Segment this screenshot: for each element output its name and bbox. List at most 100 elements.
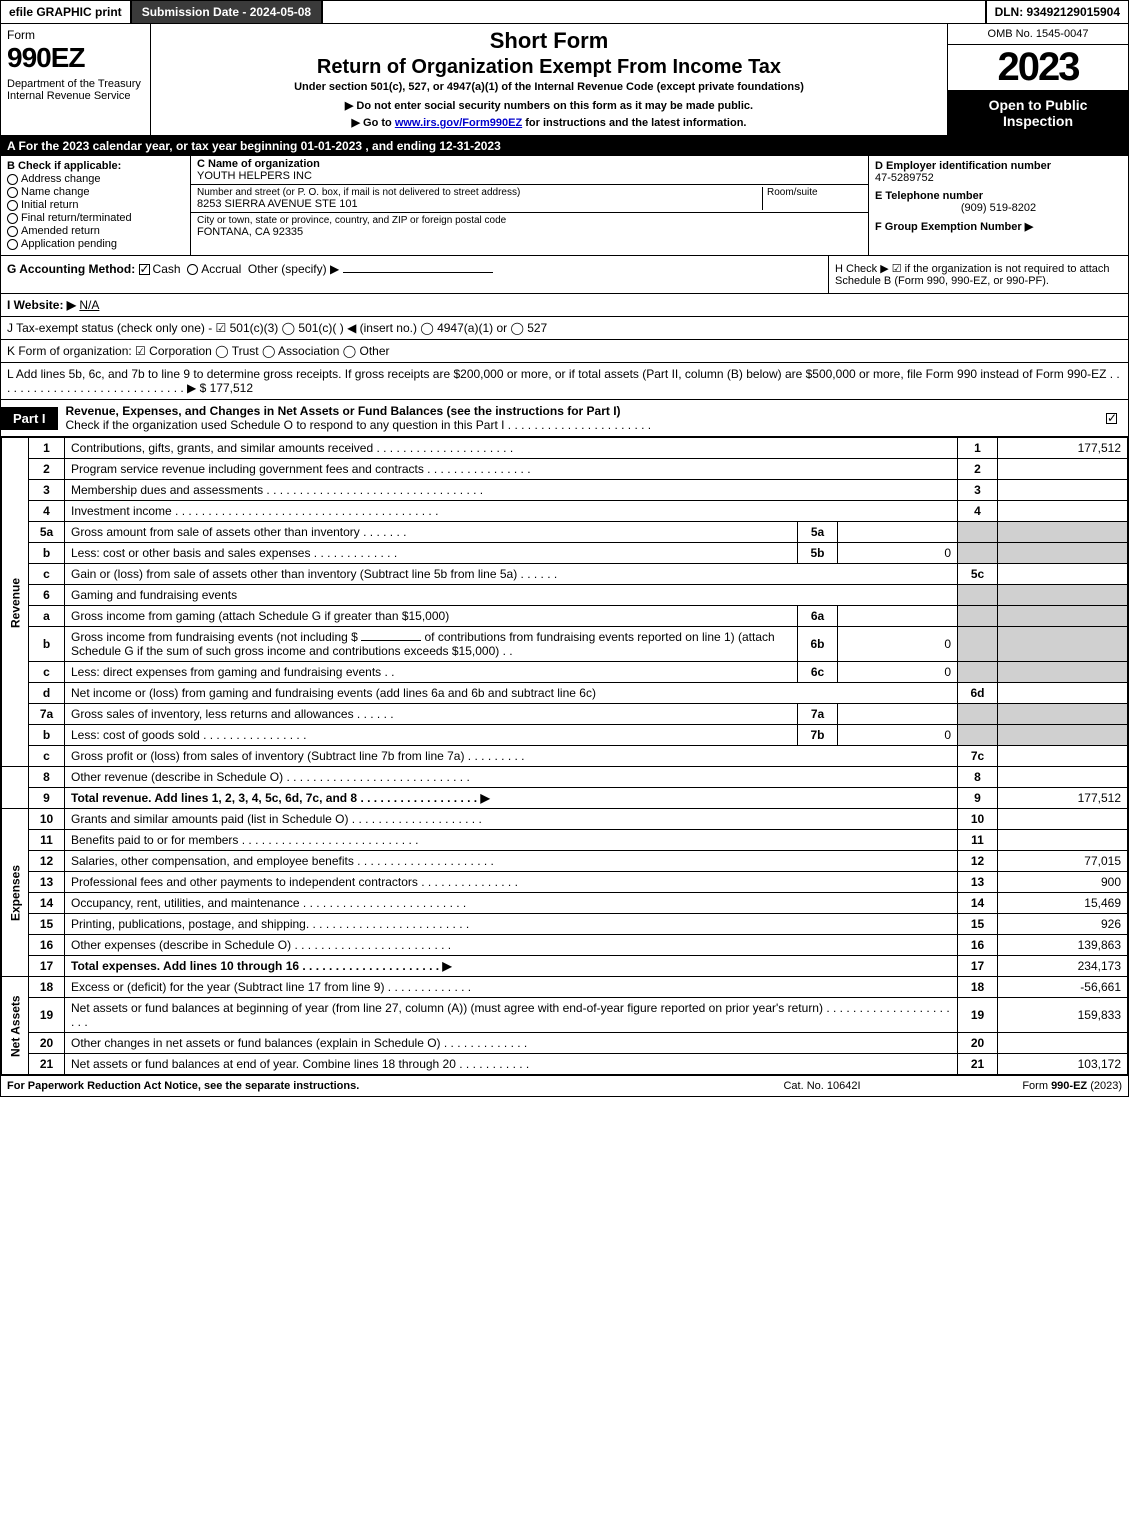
info-block: B Check if applicable: Address change Na…	[1, 156, 1128, 256]
header-center: Short Form Return of Organization Exempt…	[151, 24, 948, 135]
line-rval	[998, 1033, 1128, 1054]
line-num: 1	[29, 438, 65, 459]
irs-link[interactable]: www.irs.gov/Form990EZ	[395, 117, 522, 129]
city-row: City or town, state or province, country…	[191, 213, 868, 240]
line-num: 5a	[29, 522, 65, 543]
tel-section: E Telephone number (909) 519-8202	[875, 190, 1122, 214]
shade-cell	[998, 585, 1128, 606]
chk-amended-return[interactable]: Amended return	[7, 225, 184, 237]
short-form-title: Short Form	[157, 28, 941, 54]
line-desc: Less: direct expenses from gaming and fu…	[65, 662, 798, 683]
line-rnum: 5c	[958, 564, 998, 585]
line-desc: Salaries, other compensation, and employ…	[65, 851, 958, 872]
chk-cash[interactable]	[139, 264, 150, 275]
table-row: c Gross profit or (loss) from sales of i…	[2, 746, 1128, 767]
form-header: Form 990EZ Department of the Treasury In…	[1, 24, 1128, 136]
chk-name-change[interactable]: Name change	[7, 186, 184, 198]
part-1-check[interactable]	[1098, 411, 1128, 425]
dln: DLN: 93492129015904	[985, 1, 1128, 23]
line-rnum: 7c	[958, 746, 998, 767]
chk-label: Amended return	[21, 225, 100, 237]
table-row: 14 Occupancy, rent, utilities, and maint…	[2, 893, 1128, 914]
line-l: L Add lines 5b, 6c, and 7b to line 9 to …	[1, 363, 1128, 400]
sub-val: 0	[838, 662, 958, 683]
section-b-title: B Check if applicable:	[7, 160, 184, 172]
shade-cell	[998, 606, 1128, 627]
contrib-input[interactable]	[361, 640, 421, 641]
part-1-label: Part I	[1, 407, 58, 430]
table-row: b Less: cost of goods sold . . . . . . .…	[2, 725, 1128, 746]
sub-num: 5a	[798, 522, 838, 543]
table-row: 11 Benefits paid to or for members . . .…	[2, 830, 1128, 851]
org-name: YOUTH HELPERS INC	[197, 170, 320, 182]
line-desc: Printing, publications, postage, and shi…	[65, 914, 958, 935]
spacer-tab	[2, 767, 29, 809]
line-num: 11	[29, 830, 65, 851]
line-desc: Other revenue (describe in Schedule O) .…	[65, 767, 958, 788]
efile-print[interactable]: efile GRAPHIC print	[1, 1, 132, 23]
tel-label: E Telephone number	[875, 190, 1122, 202]
line-desc: Grants and similar amounts paid (list in…	[65, 809, 958, 830]
table-row: 21 Net assets or fund balances at end of…	[2, 1054, 1128, 1075]
line-rnum: 12	[958, 851, 998, 872]
part-1-title: Revenue, Expenses, and Changes in Net As…	[58, 400, 1098, 436]
desc-part1: Gross income from fundraising events (no…	[71, 630, 358, 644]
line-rnum: 11	[958, 830, 998, 851]
line-num: a	[29, 606, 65, 627]
header-left: Form 990EZ Department of the Treasury In…	[1, 24, 151, 135]
line-rval: 177,512	[998, 438, 1128, 459]
address: 8253 SIERRA AVENUE STE 101	[197, 198, 762, 210]
other-label: Other (specify) ▶	[248, 262, 339, 276]
shade-cell	[958, 627, 998, 662]
line-desc: Less: cost or other basis and sales expe…	[65, 543, 798, 564]
address-label: Number and street (or P. O. box, if mail…	[197, 187, 762, 198]
revenue-tab: Revenue	[2, 438, 29, 767]
line-num: 3	[29, 480, 65, 501]
submission-date: Submission Date - 2024-05-08	[132, 1, 323, 23]
line-rnum: 4	[958, 501, 998, 522]
other-specify-input[interactable]	[343, 272, 493, 273]
chk-address-change[interactable]: Address change	[7, 173, 184, 185]
i-label: I Website: ▶	[7, 298, 76, 312]
line-rnum: 14	[958, 893, 998, 914]
line-num: 19	[29, 998, 65, 1033]
sub-val: 0	[838, 543, 958, 564]
line-num: 16	[29, 935, 65, 956]
line-rnum: 10	[958, 809, 998, 830]
line-num: 13	[29, 872, 65, 893]
line-num: b	[29, 725, 65, 746]
city-label: City or town, state or province, country…	[197, 215, 506, 226]
goto-prefix: ▶ Go to	[352, 117, 395, 129]
chk-accrual[interactable]	[187, 264, 198, 275]
table-row: 7a Gross sales of inventory, less return…	[2, 704, 1128, 725]
line-rnum: 18	[958, 977, 998, 998]
line-rval: 77,015	[998, 851, 1128, 872]
spacer	[323, 1, 984, 23]
line-desc: Less: cost of goods sold . . . . . . . .…	[65, 725, 798, 746]
line-desc: Professional fees and other payments to …	[65, 872, 958, 893]
main-title: Return of Organization Exempt From Incom…	[157, 56, 941, 79]
shade-cell	[958, 522, 998, 543]
table-row: 19 Net assets or fund balances at beginn…	[2, 998, 1128, 1033]
table-row: 13 Professional fees and other payments …	[2, 872, 1128, 893]
form-number: 990EZ	[7, 42, 144, 74]
line-desc: Total revenue. Add lines 1, 2, 3, 4, 5c,…	[65, 788, 958, 809]
line-desc: Membership dues and assessments . . . . …	[65, 480, 958, 501]
line-rval: 15,469	[998, 893, 1128, 914]
line-rval: -56,661	[998, 977, 1128, 998]
org-name-label: C Name of organization	[197, 158, 320, 170]
table-row: 12 Salaries, other compensation, and emp…	[2, 851, 1128, 872]
footer-form-pre: Form	[1022, 1080, 1051, 1092]
accrual-label: Accrual	[201, 262, 241, 276]
line-desc: Gross income from gaming (attach Schedul…	[65, 606, 798, 627]
line-rnum: 17	[958, 956, 998, 977]
line-desc: Gross sales of inventory, less returns a…	[65, 704, 798, 725]
line-rnum: 9	[958, 788, 998, 809]
chk-final-return[interactable]: Final return/terminated	[7, 212, 184, 224]
chk-application-pending[interactable]: Application pending	[7, 238, 184, 250]
netassets-tab: Net Assets	[2, 977, 29, 1075]
table-row: 17 Total expenses. Add lines 10 through …	[2, 956, 1128, 977]
table-row: 20 Other changes in net assets or fund b…	[2, 1033, 1128, 1054]
line-num: 2	[29, 459, 65, 480]
chk-initial-return[interactable]: Initial return	[7, 199, 184, 211]
